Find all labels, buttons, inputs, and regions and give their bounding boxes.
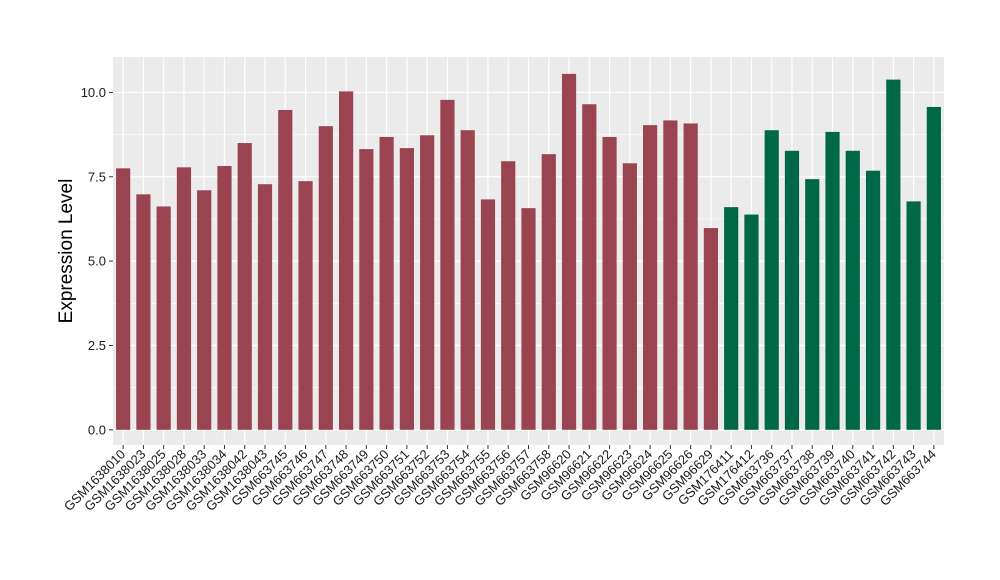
bar-GSM176412 <box>744 214 759 430</box>
bar-GSM96624 <box>643 125 658 430</box>
bar-GSM663741 <box>865 170 881 430</box>
bar-GSM663747 <box>318 126 333 430</box>
x-axis: GSM1638010GSM1638023GSM1638025GSM1638028… <box>61 445 939 514</box>
y-axis: 0.0 2.5 5.0 7.5 10.0 <box>81 85 113 437</box>
bar-GSM663740 <box>845 150 860 430</box>
bar-GSM1638034 <box>217 165 232 430</box>
bar-GSM663748 <box>338 91 354 430</box>
bar-GSM96621 <box>582 104 597 430</box>
y-tick-label: 7.5 <box>88 169 106 184</box>
bar-GSM1638033 <box>197 190 212 430</box>
bar-GSM96629 <box>703 228 719 430</box>
bar-GSM663754 <box>460 130 475 430</box>
bar-GSM663751 <box>399 148 414 430</box>
bar-GSM663743 <box>906 201 921 430</box>
bar-GSM96626 <box>683 123 698 430</box>
bar-GSM96625 <box>663 120 678 430</box>
bar-GSM663744 <box>926 106 941 430</box>
y-tick-label: 0.0 <box>88 422 106 437</box>
y-tick-label: 10.0 <box>81 85 106 100</box>
bar-GSM663737 <box>784 150 800 430</box>
bars <box>116 73 941 430</box>
bar-GSM663738 <box>805 179 820 430</box>
bar-GSM176411 <box>724 207 739 430</box>
bar-GSM96623 <box>622 163 637 430</box>
bar-GSM663758 <box>541 154 556 430</box>
y-tick-label: 5.0 <box>88 254 106 269</box>
bar-GSM1638010 <box>116 168 131 430</box>
bar-GSM663742 <box>886 79 901 430</box>
bar-GSM1638023 <box>136 194 151 430</box>
bar-GSM1638025 <box>156 206 171 430</box>
bar-GSM96620 <box>561 73 577 430</box>
bar-GSM663755 <box>480 199 496 430</box>
bar-GSM663750 <box>379 136 394 430</box>
y-tick-label: 2.5 <box>88 338 106 353</box>
bar-GSM663745 <box>278 109 293 430</box>
bar-GSM663739 <box>825 131 840 430</box>
bar-GSM96622 <box>602 136 617 430</box>
bar-GSM1638042 <box>237 143 252 430</box>
bar-GSM663746 <box>298 181 313 430</box>
y-axis-title: Expression Level <box>56 179 77 324</box>
bar-GSM663757 <box>521 208 536 430</box>
bar-GSM663753 <box>440 99 455 430</box>
bar-GSM663756 <box>501 161 516 430</box>
bar-GSM1638043 <box>257 184 273 430</box>
bar-GSM663736 <box>764 130 779 430</box>
bar-GSM663752 <box>420 135 435 430</box>
bar-GSM1638028 <box>176 167 192 430</box>
bar-GSM663749 <box>359 149 374 430</box>
